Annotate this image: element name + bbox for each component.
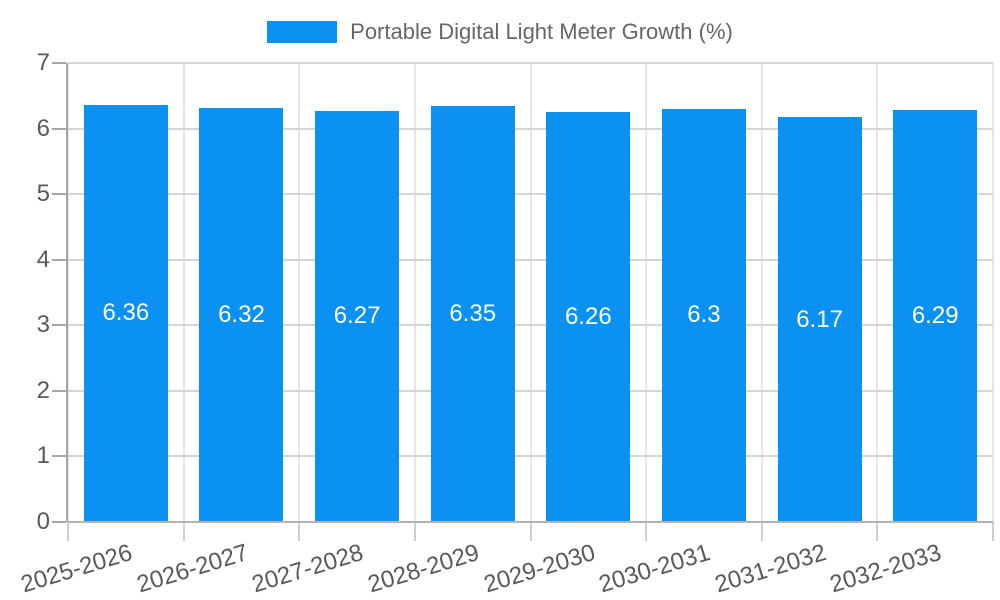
bar-value-label: 6.32 (218, 300, 265, 328)
y-axis-line (66, 63, 68, 522)
x-axis-tick (876, 522, 879, 541)
x-axis-baseline (68, 521, 993, 523)
y-axis-tick (52, 62, 66, 64)
bar (546, 111, 631, 522)
y-axis-label: 2 (36, 376, 50, 404)
bar (430, 105, 515, 522)
x-axis-label: 2030-2031 (595, 539, 714, 599)
x-axis-tick (992, 522, 994, 541)
x-axis-label: 2027-2028 (249, 539, 367, 599)
y-axis-tick (52, 455, 66, 458)
y-gridline (68, 193, 993, 196)
y-axis-label: 5 (36, 180, 50, 208)
x-axis-label: 2031-2032 (711, 539, 830, 599)
bar-value-label: 6.29 (911, 301, 959, 329)
x-axis-tick (67, 522, 69, 541)
bar (199, 107, 284, 522)
bar-value-label: 6.35 (449, 299, 497, 327)
bar-value-label: 6.17 (796, 305, 843, 333)
y-axis-label: 4 (36, 245, 50, 273)
y-axis-tick (52, 193, 66, 196)
category-gridline (413, 63, 416, 522)
legend-label: Portable Digital Light Meter Growth (%) (350, 19, 733, 44)
y-gridline (68, 127, 993, 130)
x-axis-tick (760, 522, 763, 541)
x-axis-tick (182, 522, 185, 541)
y-axis-label: 3 (36, 311, 50, 339)
bar (893, 109, 978, 522)
x-axis-tick (529, 522, 532, 541)
x-axis-label: 2026-2027 (133, 539, 252, 599)
y-axis-label: 6 (36, 114, 50, 142)
bar-value-label: 6.27 (333, 302, 381, 330)
chart-legend: Portable Digital Light Meter Growth (%) (0, 18, 1000, 46)
category-gridline (992, 63, 994, 522)
x-axis-label: 2032-2033 (827, 539, 945, 599)
legend-color-swatch (267, 21, 338, 43)
y-axis-tick (52, 521, 66, 523)
category-gridline (298, 63, 301, 522)
y-axis-label: 1 (36, 442, 50, 470)
x-axis-tick (645, 522, 648, 541)
category-gridline (876, 63, 879, 522)
x-axis-tick (413, 522, 416, 541)
y-axis-tick (52, 324, 66, 327)
bar (661, 108, 746, 522)
y-gridline (68, 455, 993, 458)
category-gridline (760, 63, 763, 522)
y-gridline (68, 258, 993, 261)
y-axis-label: 7 (36, 49, 50, 76)
x-axis-label: 2028-2029 (364, 539, 483, 599)
y-gridline (68, 389, 993, 392)
x-axis-label: 2029-2030 (480, 539, 598, 599)
category-gridline (67, 63, 69, 522)
x-axis-tick (298, 522, 301, 541)
y-gridline (68, 62, 993, 64)
bar (315, 110, 400, 522)
y-axis-tick (52, 389, 66, 392)
bar-value-label: 6.3 (687, 301, 721, 329)
category-gridline (529, 63, 532, 522)
y-axis-tick (52, 258, 66, 261)
y-gridline (68, 324, 993, 327)
category-gridline (645, 63, 648, 522)
bar (777, 117, 862, 522)
bar-value-label: 6.36 (102, 299, 150, 327)
bar-value-label: 6.26 (564, 302, 612, 330)
bar (83, 104, 168, 522)
y-axis-tick (52, 127, 66, 130)
category-gridline (182, 63, 185, 522)
x-axis-label: 2025-2026 (17, 539, 136, 599)
y-axis-label: 0 (36, 508, 50, 535)
